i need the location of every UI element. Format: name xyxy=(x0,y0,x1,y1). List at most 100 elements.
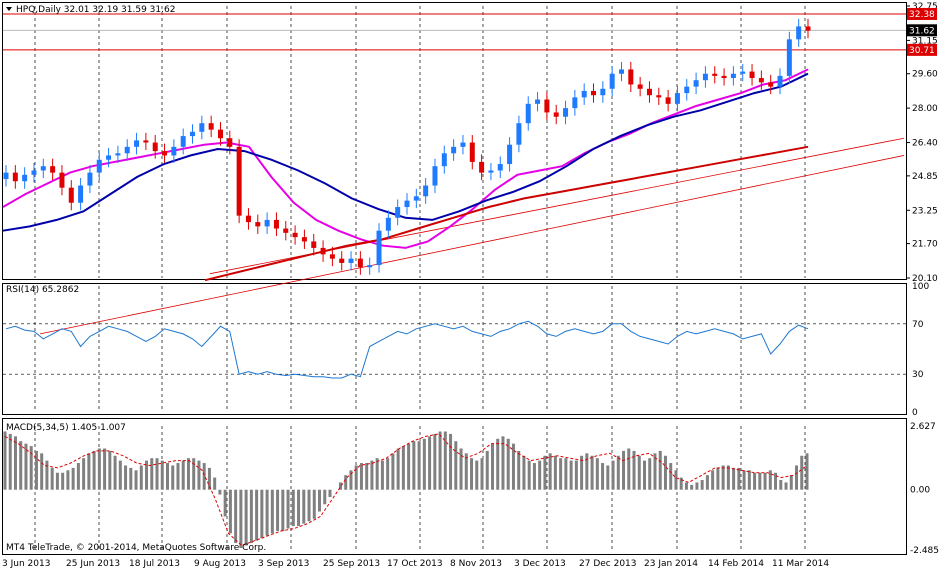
candle-body xyxy=(124,146,130,154)
macd-bar xyxy=(155,458,159,490)
macd-bar xyxy=(323,489,327,505)
macd-bar xyxy=(643,460,647,490)
candle-body xyxy=(236,146,242,216)
candle-body xyxy=(245,215,251,223)
macd-bar xyxy=(82,458,86,490)
macd-bar xyxy=(255,489,259,541)
macd-bar xyxy=(165,463,169,490)
x-tick-label: 11 Mar 2014 xyxy=(772,559,829,569)
price-tag-label: 31.62 xyxy=(909,26,935,36)
macd-bar xyxy=(553,455,557,490)
candle-body xyxy=(525,103,531,124)
candle-body xyxy=(423,185,429,197)
price-tag xyxy=(907,43,937,56)
macd-bar xyxy=(92,450,96,490)
candle-body xyxy=(12,172,18,182)
y-tick-label: 23.25 xyxy=(912,206,938,216)
macd-bar xyxy=(380,460,384,490)
macd-bar xyxy=(118,460,122,490)
rsi-tick-label: 70 xyxy=(912,320,924,330)
candle-body xyxy=(618,69,624,74)
macd-bar xyxy=(365,463,369,490)
macd-bar xyxy=(108,450,112,490)
macd-bar xyxy=(239,489,243,548)
candle-body xyxy=(768,82,774,87)
macd-bar xyxy=(354,465,358,490)
rsi-tick-label: 0 xyxy=(912,408,918,418)
macd-bar xyxy=(50,467,54,490)
macd-header: MACD(5,34,5) 1.405 1.007 xyxy=(6,423,126,433)
macd-bar xyxy=(281,489,285,531)
rsi-line xyxy=(5,320,809,379)
candle-body xyxy=(777,75,783,87)
macd-bar xyxy=(758,472,762,490)
macd-bar xyxy=(338,482,342,490)
macd-bar xyxy=(705,475,709,490)
candle-body xyxy=(87,172,93,186)
x-tick-label: 25 Jun 2013 xyxy=(66,559,120,569)
dropdown-triangle-icon[interactable] xyxy=(6,7,12,11)
x-tick-label: 27 Dec 2013 xyxy=(579,559,637,569)
candle-body xyxy=(563,108,569,117)
moving-average-line xyxy=(2,68,809,249)
candle-body xyxy=(311,241,317,248)
macd-bar xyxy=(71,467,75,490)
candle-body xyxy=(320,247,326,255)
macd-bar xyxy=(800,455,804,490)
candle-body xyxy=(674,93,680,104)
price-plot xyxy=(2,13,906,335)
macd-bar xyxy=(564,458,568,490)
y-tick-label: 26.40 xyxy=(912,139,938,149)
macd-bar xyxy=(485,450,489,490)
candle-body xyxy=(255,222,261,227)
macd-bar xyxy=(270,489,274,534)
candle-body xyxy=(264,219,270,227)
macd-panel xyxy=(2,418,907,555)
macd-bar xyxy=(13,436,17,490)
macd-bar xyxy=(480,458,484,490)
macd-bar xyxy=(527,460,531,490)
macd-bar xyxy=(695,482,699,490)
macd-bar xyxy=(559,458,563,490)
candle-body xyxy=(134,140,140,147)
candle-body xyxy=(712,73,718,76)
macd-bar xyxy=(789,475,793,490)
x-tick-label: 14 Feb 2014 xyxy=(708,559,764,569)
moving-average-line xyxy=(2,72,809,232)
macd-bar xyxy=(87,453,91,490)
macd-bar xyxy=(622,450,626,490)
macd-bar xyxy=(76,463,80,490)
candle-body xyxy=(749,71,755,79)
macd-bar xyxy=(244,489,248,546)
macd-bar xyxy=(24,443,28,490)
macd-bar xyxy=(192,458,196,490)
candle-body xyxy=(432,166,438,186)
macd-bar xyxy=(601,463,605,490)
price-tag-label: 30.71 xyxy=(909,46,935,56)
candle-body xyxy=(217,129,223,139)
macd-bar xyxy=(171,465,175,490)
macd-bar xyxy=(569,460,573,490)
macd-bar xyxy=(349,470,353,490)
macd-bar xyxy=(129,467,133,490)
macd-bar xyxy=(375,458,379,490)
macd-bar xyxy=(8,433,12,490)
macd-bar xyxy=(522,455,526,490)
candle-body xyxy=(451,146,457,154)
candle-body xyxy=(395,207,401,218)
macd-bar xyxy=(726,465,730,490)
macd-bar xyxy=(66,470,70,490)
candle-body xyxy=(591,90,597,96)
candle-body xyxy=(31,170,37,175)
macd-bar xyxy=(464,453,468,490)
macd-bar xyxy=(391,453,395,490)
candle-body xyxy=(460,142,466,147)
macd-bar xyxy=(124,465,128,490)
x-tick-label: 3 Dec 2013 xyxy=(514,559,566,569)
candle-body xyxy=(143,140,149,143)
macd-bar xyxy=(506,438,510,490)
macd-bar xyxy=(97,448,101,490)
macd-bar xyxy=(145,460,149,490)
macd-bar xyxy=(763,472,767,490)
price-tag xyxy=(907,24,937,37)
